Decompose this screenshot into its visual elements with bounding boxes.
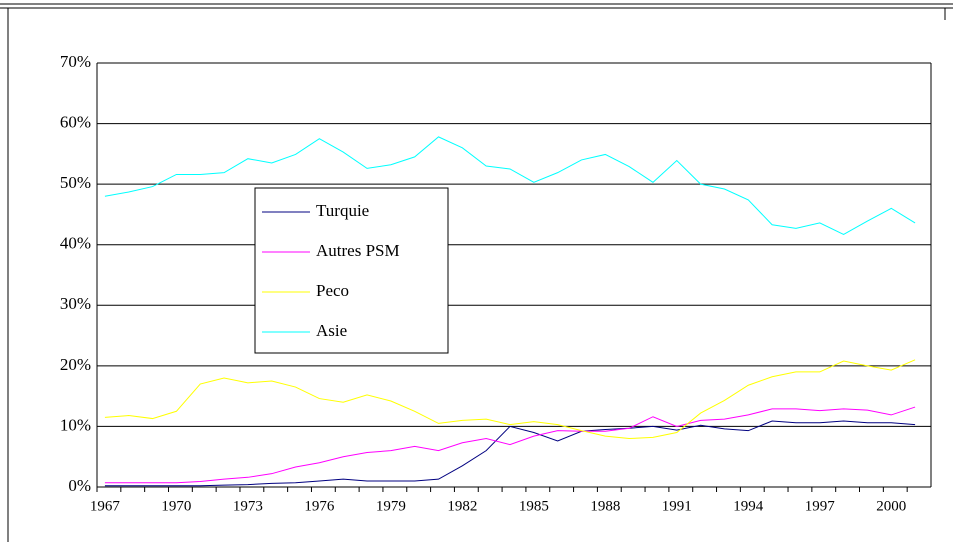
- x-tick-label: 1988: [590, 498, 620, 514]
- y-tick-label: 50%: [60, 173, 91, 192]
- y-tick-label: 60%: [60, 112, 91, 131]
- x-tick-label: 2000: [876, 498, 906, 514]
- x-tick-label: 1991: [662, 498, 692, 514]
- x-tick-label: 1994: [733, 498, 764, 514]
- x-tick-label: 1982: [447, 498, 477, 514]
- y-tick-label: 10%: [60, 415, 91, 434]
- x-tick-label: 1973: [233, 498, 263, 514]
- x-tick-label: 1997: [805, 498, 836, 514]
- legend-label: Autres PSM: [316, 241, 400, 260]
- x-tick-label: 1976: [304, 498, 335, 514]
- legend-label: Asie: [316, 321, 347, 340]
- line-series: [104, 420, 916, 487]
- line-series: [104, 359, 916, 440]
- y-tick-label: 30%: [60, 294, 91, 313]
- y-tick-label: 70%: [60, 52, 91, 71]
- y-tick-label: 40%: [60, 234, 91, 253]
- x-tick-label: 1979: [376, 498, 406, 514]
- legend-label: Peco: [316, 281, 349, 300]
- y-tick-label: 0%: [68, 476, 91, 495]
- y-tick-label: 20%: [60, 355, 91, 374]
- x-tick-label: 1985: [519, 498, 549, 514]
- legend-label: Turquie: [316, 201, 369, 220]
- x-tick-label: 1970: [161, 498, 191, 514]
- x-tick-label: 1967: [90, 498, 121, 514]
- legend: [254, 187, 449, 354]
- line-series: [104, 136, 916, 235]
- line-series: [104, 406, 916, 484]
